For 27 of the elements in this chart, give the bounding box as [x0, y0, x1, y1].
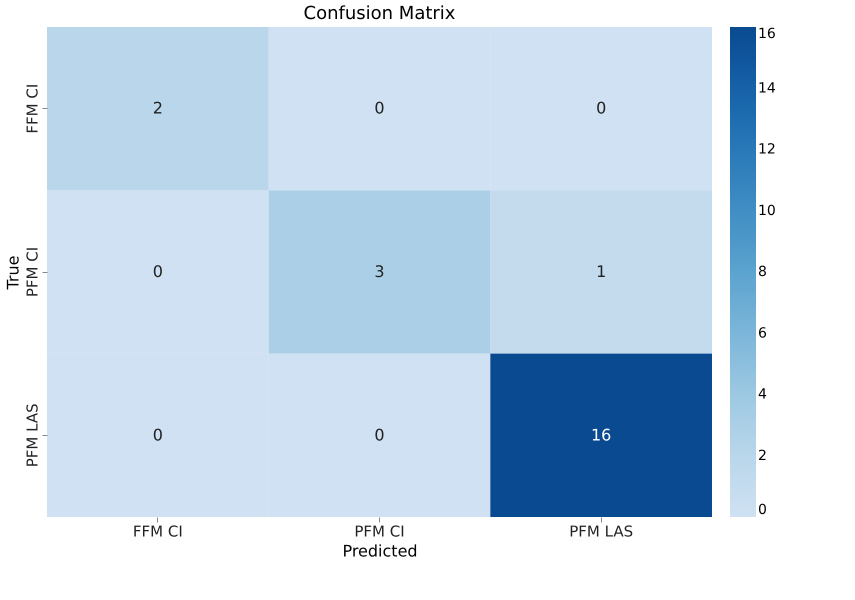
color-bar-label: 8	[758, 264, 767, 280]
y-tick-label: PFM CI	[24, 246, 42, 298]
color-bar-label: 4	[758, 386, 767, 402]
color-bar-label: 16	[758, 26, 776, 42]
data-label: 0	[596, 98, 606, 118]
x-tick-label: PFM LAS	[569, 522, 634, 540]
data-label: 0	[374, 98, 385, 118]
data-label: 16	[590, 425, 612, 444]
data-label: 0	[152, 262, 163, 281]
y-tick-label: FFM CI	[24, 84, 42, 134]
data-label: 0	[152, 425, 163, 444]
color-bar-label: 14	[758, 80, 776, 96]
chart-title: Confusion Matrix	[304, 3, 456, 24]
data-label: 3	[374, 262, 385, 281]
x-tick-label: PFM CI	[354, 522, 405, 540]
x-axis-title: Predicted	[342, 542, 418, 560]
data-label: 2	[152, 98, 163, 118]
color-bar-label: 10	[758, 202, 776, 219]
y-tick-label: PFM LAS	[24, 403, 42, 468]
data-label: 0	[374, 425, 385, 444]
color-bar-label: 0	[758, 502, 767, 518]
x-tick-label: FFM CI	[132, 522, 183, 540]
data-label: 1	[596, 262, 606, 281]
color-bar-label: 2	[758, 448, 767, 464]
color-bar-label: 12	[758, 142, 776, 158]
y-axis-title: True	[4, 256, 22, 290]
color-bar-label: 6	[758, 325, 767, 342]
